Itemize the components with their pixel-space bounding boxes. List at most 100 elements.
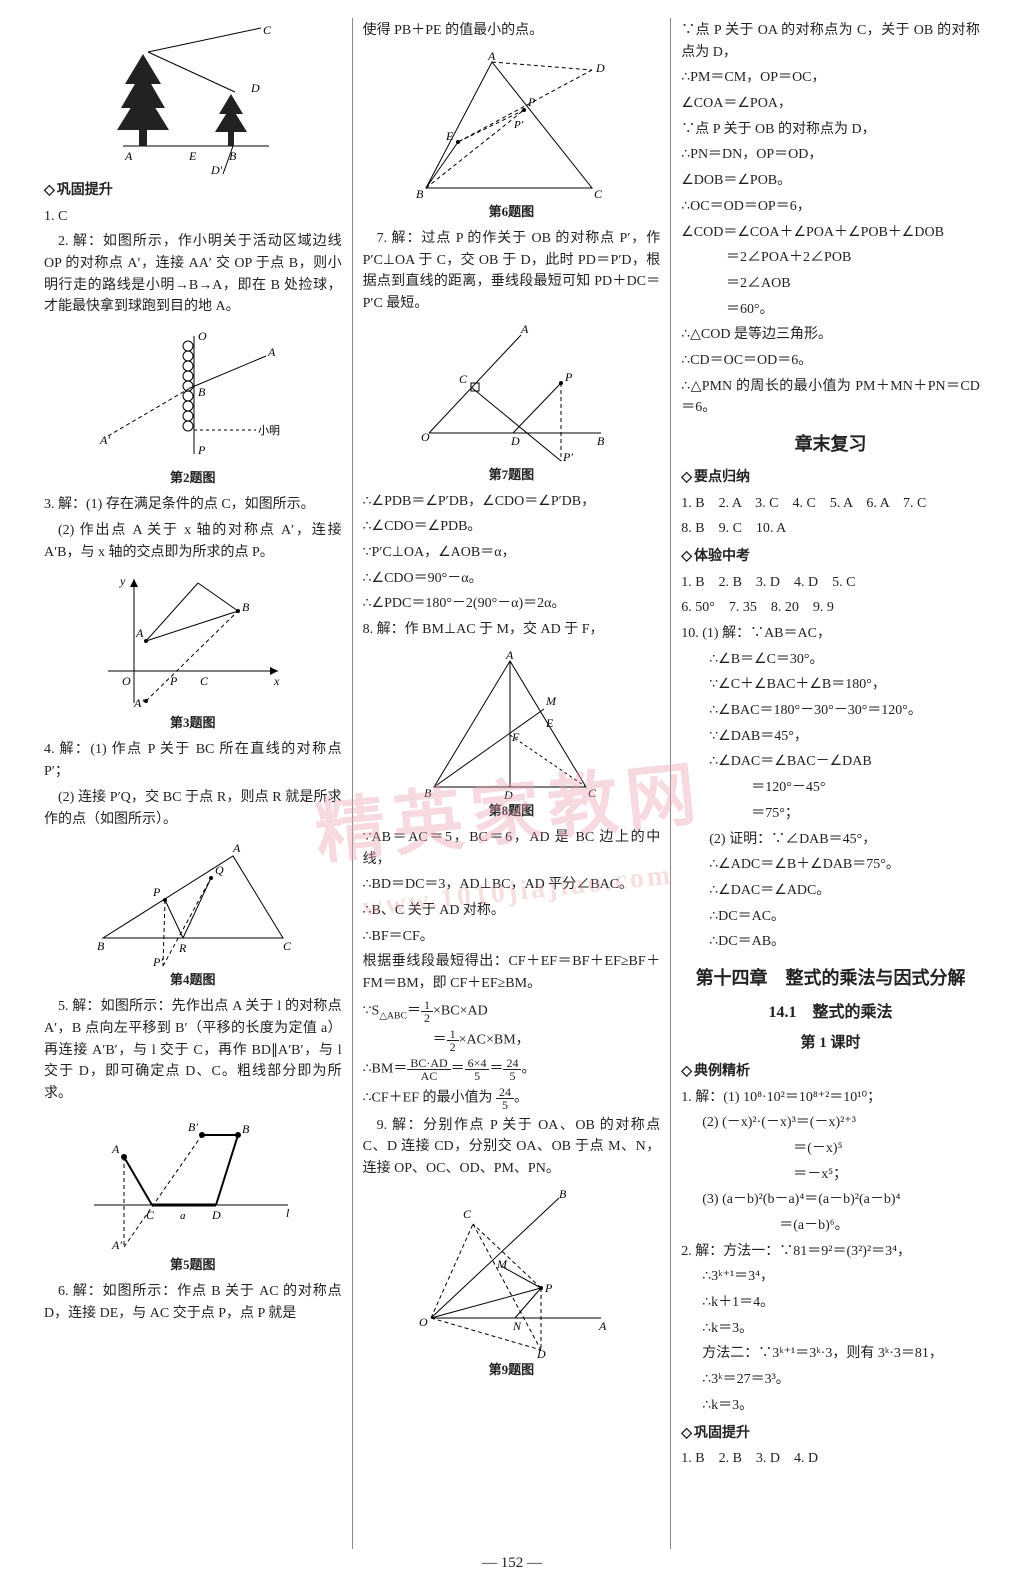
svg-text:P: P: [152, 885, 161, 899]
q6: 6. 解：如图所示：作点 B 关于 AC 的对称点 D，连接 DE，与 AC 交…: [44, 1281, 342, 1324]
l4: ∵点 P 关于 OB 的对称点为 D，: [681, 119, 980, 141]
q10f: ∴∠DAC＝∠BAC－∠DAB: [681, 751, 980, 773]
svg-text:D: D: [536, 1347, 546, 1358]
q10d: ∴∠BAC＝180°－30°－30°＝120°。: [681, 700, 980, 722]
d2e: 方法二：∵3ᵏ⁺¹＝3ᵏ·3，则有 3ᵏ·3＝81，: [681, 1343, 980, 1365]
svg-text:C: C: [283, 939, 292, 953]
svg-text:M: M: [545, 694, 557, 708]
section-consolidate: 巩固提升: [44, 180, 342, 202]
d1d: ＝－x⁵；: [681, 1164, 980, 1186]
l3: ∠COA＝∠POA，: [681, 93, 980, 115]
svg-text:A: A: [135, 626, 144, 640]
l12: ∴△COD 是等边三角形。: [681, 324, 980, 346]
svg-text:C: C: [594, 187, 603, 200]
fig2-caption: 第2题图: [44, 468, 342, 488]
svg-text:N: N: [512, 1319, 522, 1333]
svg-text:P: P: [564, 370, 573, 384]
svg-text:小明: 小明: [258, 424, 280, 437]
yd-line2: 8. B 9. C 10. A: [681, 518, 980, 540]
p7d: ∴∠CDO＝90°－α。: [363, 568, 661, 590]
page: A E B C D D′ 巩固提升 1. C: [0, 0, 1024, 1585]
q3a: 3. 解：(1) 存在满足条件的点 C，如图所示。: [44, 494, 342, 516]
svg-text:x: x: [273, 674, 280, 688]
d2g: ∴k＝3。: [681, 1395, 980, 1417]
section-tiyan: 体验中考: [681, 546, 980, 568]
svg-text:E: E: [545, 716, 554, 730]
q7: 7. 解：过点 P 的作关于 OB 的对称点 P′，作 P′C⊥OA 于 C，交…: [363, 228, 661, 315]
l11: ＝60°。: [681, 299, 980, 321]
svg-text:P: P: [544, 1281, 553, 1295]
svg-text:Q: Q: [215, 863, 224, 877]
svg-text:A′: A′: [111, 1238, 122, 1252]
d1c: ＝(－x)⁵: [681, 1138, 980, 1160]
d1a: 1. 解：(1) 10⁸·10²＝10⁸⁺²＝10¹⁰；: [681, 1087, 980, 1109]
svg-text:y: y: [119, 574, 126, 588]
svg-text:B: B: [242, 1122, 250, 1136]
title-ch14: 第十四章 整式的乘法与因式分解: [681, 965, 980, 993]
svg-text:B: B: [416, 187, 424, 200]
svg-text:O: O: [421, 430, 430, 444]
title-lesson1: 第 1 课时: [681, 1032, 980, 1055]
p8b: ∴BD＝DC＝3，AD⊥BC，AD 平分∠BAC。: [363, 874, 661, 896]
svg-text:l: l: [286, 1206, 290, 1220]
svg-text:R: R: [178, 941, 187, 955]
svg-text:P′: P′: [562, 450, 573, 463]
svg-text:D: D: [503, 788, 513, 799]
l8: ∠COD＝∠COA＋∠POA＋∠POB＋∠DOB: [681, 222, 980, 244]
column-1: A E B C D D′ 巩固提升 1. C: [34, 18, 353, 1549]
figure-9: B A O P C D M N: [363, 1188, 661, 1358]
q10h: ＝75°；: [681, 803, 980, 825]
fig8-caption: 第8题图: [363, 801, 661, 821]
q5: 5. 解：如图所示：先作出点 A 关于 l 的对称点 A′，B 点向左平移到 B…: [44, 996, 342, 1104]
p8e: 根据垂线段最短得出：CF＋EF＝BF＋EF≥BF＋FM＝BM，即 CF＋EF≥B…: [363, 951, 661, 994]
ty-line2: 6. 50° 7. 35 8. 20 9. 9: [681, 597, 980, 619]
fig6-caption: 第6题图: [363, 202, 661, 222]
p8d: ∴BF＝CF。: [363, 926, 661, 948]
chapter-end-title: 章末复习: [681, 431, 980, 459]
l6: ∠DOB＝∠POB。: [681, 170, 980, 192]
fig5-caption: 第5题图: [44, 1255, 342, 1275]
svg-text:P: P: [169, 674, 178, 688]
svg-text:A: A: [505, 649, 514, 662]
svg-text:F: F: [511, 730, 520, 744]
q10g: ＝120°－45°: [681, 777, 980, 799]
p7e: ∴∠PDC＝180°－2(90°－α)＝2α。: [363, 593, 661, 615]
q10i: (2) 证明：∵∠DAB＝45°，: [681, 829, 980, 851]
q10l: ∴DC＝AC。: [681, 906, 980, 928]
l10: ＝2∠AOB: [681, 273, 980, 295]
d2b: ∴3ᵏ⁺¹＝3⁴，: [681, 1266, 980, 1288]
svg-text:D: D: [211, 1208, 221, 1222]
svg-text:C: C: [146, 1208, 155, 1222]
figure-3: x y O A B A′ P C: [44, 571, 342, 711]
q10e: ∵∠DAB＝45°，: [681, 726, 980, 748]
svg-text:P: P: [527, 95, 536, 109]
p7c: ∵P′C⊥OA，∠AOB＝α，: [363, 542, 661, 564]
fig4-caption: 第4题图: [44, 970, 342, 990]
d2f: ∴3ᵏ＝27＝3³。: [681, 1369, 980, 1391]
q10k: ∴∠DAC＝∠ADC。: [681, 880, 980, 902]
svg-text:A′: A′: [133, 696, 144, 710]
svg-text:A: A: [598, 1319, 607, 1333]
column-2: 使得 PB＋PE 的值最小的点。 A B C D E P P′ 第6题图 7. …: [353, 18, 672, 1549]
svg-text:a: a: [180, 1210, 186, 1222]
q1: 1. C: [44, 206, 342, 228]
svg-text:A: A: [520, 323, 529, 336]
p8a: ∵AB＝AC＝5，BC＝6，AD 是 BC 边上的中线，: [363, 827, 661, 870]
figure-8: A B C D M E F: [363, 649, 661, 799]
l5: ∴PN＝DN，OP＝OD，: [681, 144, 980, 166]
svg-text:P′: P′: [152, 955, 163, 968]
svg-text:E: E: [188, 149, 197, 163]
l1: ∵点 P 关于 OA 的对称点为 C，关于 OB 的对称点为 D，: [681, 20, 980, 63]
svg-text:P: P: [197, 443, 206, 457]
svg-text:D: D: [510, 434, 520, 448]
title-14-1: 14.1 整式的乘法: [681, 1001, 980, 1026]
svg-text:A: A: [124, 149, 133, 163]
yd-line1: 1. B 2. A 3. C 4. C 5. A 6. A 7. C: [681, 493, 980, 515]
svg-text:B: B: [424, 786, 432, 799]
fig3-caption: 第3题图: [44, 713, 342, 733]
svg-text:A′: A′: [99, 433, 110, 447]
svg-text:D: D: [595, 61, 605, 75]
p8-area: ∵S△ABC＝12×BC×AD: [363, 999, 661, 1024]
q2: 2. 解：如图所示，作小明关于活动区域边线 OP 的对称点 A′，连接 AA′ …: [44, 231, 342, 318]
p8c: ∴B、C 关于 AD 对称。: [363, 900, 661, 922]
